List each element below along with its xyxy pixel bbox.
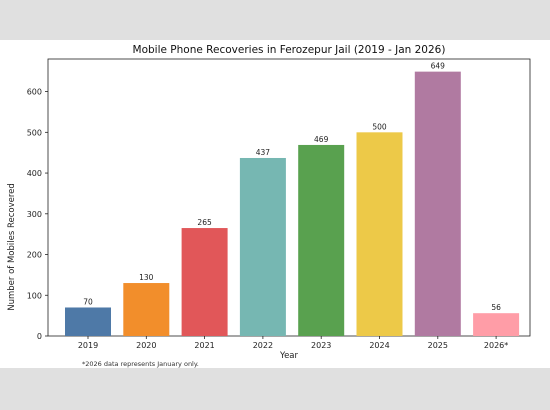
bar-2023 [298, 144, 345, 336]
bar-value-label: 500 [372, 122, 387, 131]
chart-panel: Mobile Phone Recoveries in Ferozepur Jai… [0, 40, 550, 368]
y-axis-label: Number of Mobiles Recovered [7, 183, 17, 311]
plot-frame [47, 58, 531, 337]
x-tick-label: 2021 [194, 341, 214, 350]
x-axis-label: Year [279, 351, 299, 361]
x-tick-label: 2024 [369, 341, 389, 350]
bar-value-label: 56 [491, 303, 501, 312]
bar-value-label: 130 [139, 273, 154, 282]
x-tick-label: 2022 [253, 341, 273, 350]
data-labels: 70 130 265 437 469 500 649 56 [83, 62, 501, 313]
x-tick-label: 2020 [136, 341, 156, 350]
y-tick-label: 500 [27, 128, 42, 137]
y-tick-label: 0 [37, 332, 42, 341]
x-tick-label: 2019 [78, 341, 98, 350]
bars [65, 71, 520, 337]
bar-2025 [414, 71, 461, 337]
bar-value-label: 649 [431, 62, 446, 71]
bar-value-label: 437 [256, 148, 271, 157]
y-tick-label: 100 [27, 291, 42, 300]
bar-value-label: 469 [314, 135, 329, 144]
x-tick-label: 2025 [428, 341, 448, 350]
bar-value-label: 70 [83, 297, 93, 306]
y-tick-label: 600 [27, 88, 42, 97]
x-tick-label: 2023 [311, 341, 331, 350]
y-tick-label: 200 [27, 251, 42, 260]
footnote: *2026 data represents January only. [82, 360, 199, 368]
y-tick-label: 400 [27, 169, 42, 178]
bar-2020 [123, 283, 170, 336]
bar-2026 [473, 313, 520, 336]
y-axis-ticks: 0 100 200 300 400 500 600 [27, 88, 48, 341]
x-axis-ticks: 2019 2020 2021 2022 2023 2024 2025 2026* [78, 336, 508, 350]
x-tick-label: 2026* [484, 341, 508, 350]
y-tick-label: 300 [27, 210, 42, 219]
bar-chart: Mobile Phone Recoveries in Ferozepur Jai… [7, 44, 531, 368]
bar-2019 [65, 307, 111, 336]
bar-2021 [181, 228, 228, 336]
bar-2022 [239, 157, 286, 336]
chart-title: Mobile Phone Recoveries in Ferozepur Jai… [133, 44, 446, 56]
bar-2024 [356, 132, 403, 336]
bar-value-label: 265 [197, 218, 212, 227]
